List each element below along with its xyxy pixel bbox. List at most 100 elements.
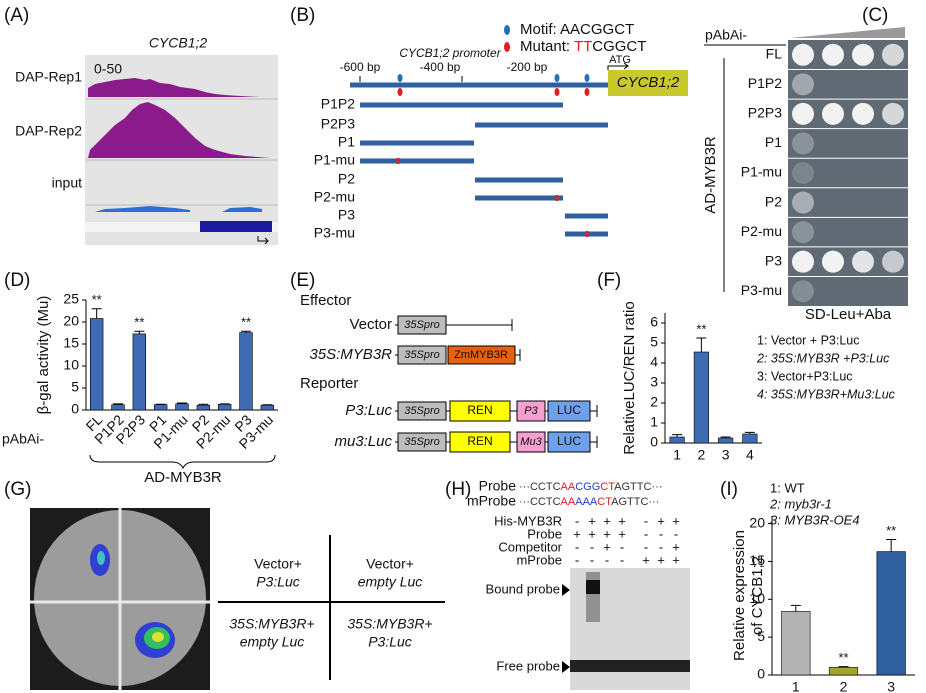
colony [792,43,814,66]
band [586,572,600,622]
track-label: DAP-Rep2 [15,123,82,139]
lane-sign: + [603,539,611,554]
lane-sign: - [644,526,648,541]
fragment-label: P3-mu [314,225,355,241]
section-label: Effector [300,292,351,309]
medium-label: SD-Leu+Aba [805,306,892,323]
mutation [585,231,589,237]
error-bar [672,434,683,437]
lane-sign: + [672,539,680,554]
row-label: P2 [765,193,782,209]
mutant-marker [504,42,510,52]
colony [792,221,814,244]
track-label: input [52,175,82,191]
bar [175,403,189,411]
fragment-label: P1 [338,134,355,150]
element-text: Mu3 [520,436,542,448]
probe-sequence: ···CCTCAAAAACTAGTTC··· [519,496,659,508]
cell-text: empty Luc [358,574,423,590]
x-tick-label: 2 [840,679,848,693]
bar [693,351,709,444]
lane-sign: - [620,552,624,567]
track-title: CYCB1;2 [149,35,208,51]
start-arrow [607,62,629,70]
construct-name: 35S:MYB3R [309,346,392,363]
legend-label: Motif: [520,21,557,38]
sequence-part: ···CCTC [519,481,561,493]
colony [882,250,904,273]
error-bar [696,337,707,352]
bar [153,404,168,411]
motif-marker [584,74,590,82]
position-label: -200 bp [507,60,548,74]
x-tick-label: 3 [887,679,895,693]
y-tick-label: 15 [63,335,79,351]
panel-label: (H) [445,479,471,500]
gene-box [449,431,511,453]
promoter-text: 35Spro [404,319,439,331]
luminescence [152,632,164,642]
row-label: P3 [765,252,782,268]
fragment-label: P1-mu [314,152,355,168]
significance: ** [838,650,848,665]
lane-sign: + [618,526,626,541]
legend-entry: 1: Vector + P3:Luc [757,333,860,347]
mutant-legend: Mutant: TTCGGCT [520,38,646,55]
row-label: P1-mu [741,164,782,180]
cell-text: Vector+ [366,556,414,572]
legend-entry: 3: MYB3R-OE4 [770,512,860,527]
colony [852,43,874,66]
gene-text: REN [467,403,492,417]
bar [742,433,758,444]
gene-model-track [85,222,278,232]
lane-sign: - [644,513,648,528]
promoter-text: 35Spro [404,436,439,448]
row-label: pAbAi- [2,431,44,447]
luminescence [97,551,105,565]
error-bar [91,308,102,319]
lane-sign: + [603,526,611,541]
lane-sign: + [657,552,665,567]
condition-label: pAbAi- [705,27,747,43]
group-label: AD-MYB3R [144,469,222,486]
lane-sign: - [605,552,609,567]
construct-name: Vector [349,316,392,333]
colony [792,280,814,303]
band-label: Free probe [496,658,560,673]
lane-sign: - [674,526,678,541]
row-label: mProbe [516,552,562,567]
promoter-text: 35Spro [404,349,439,361]
legend-entry: 2: 35S:MYB3R +P3:Luc [756,351,890,365]
row-label: P3-mu [741,282,782,298]
bar [89,318,104,411]
error-bar [790,604,801,612]
track-label: DAP-Rep1 [15,69,82,85]
lane-sign: - [590,552,594,567]
colony [792,132,814,155]
fragment-label: P3 [338,207,355,223]
lane-sign: - [659,526,663,541]
error-bar [886,538,897,552]
sequence-part: CGG [575,481,600,493]
bar [781,611,811,676]
error-bar [720,436,731,438]
row-label: His-MYB3R [494,513,562,528]
colony [822,250,844,273]
colony [882,102,904,125]
cell-text: 35S:MYB3R+ [229,616,314,632]
y-tick-label: 20 [749,514,765,530]
bar [828,667,859,676]
bar [196,404,211,411]
lane-sign: - [644,539,648,554]
colony [792,162,814,184]
significance: ** [696,321,706,336]
cell-text: P3:Luc [368,634,412,650]
error-bar [113,403,123,405]
probe-sequence: ···CCTCAACGGCTAGTTC··· [519,481,662,493]
row-label: P2-mu [741,223,782,239]
panel-label: (I) [720,479,738,500]
leaf-image [30,508,445,690]
legend-label: Mutant: [520,38,570,55]
legend-entry: 2: myb3r-1 [769,496,832,511]
lane-sign: + [618,513,626,528]
